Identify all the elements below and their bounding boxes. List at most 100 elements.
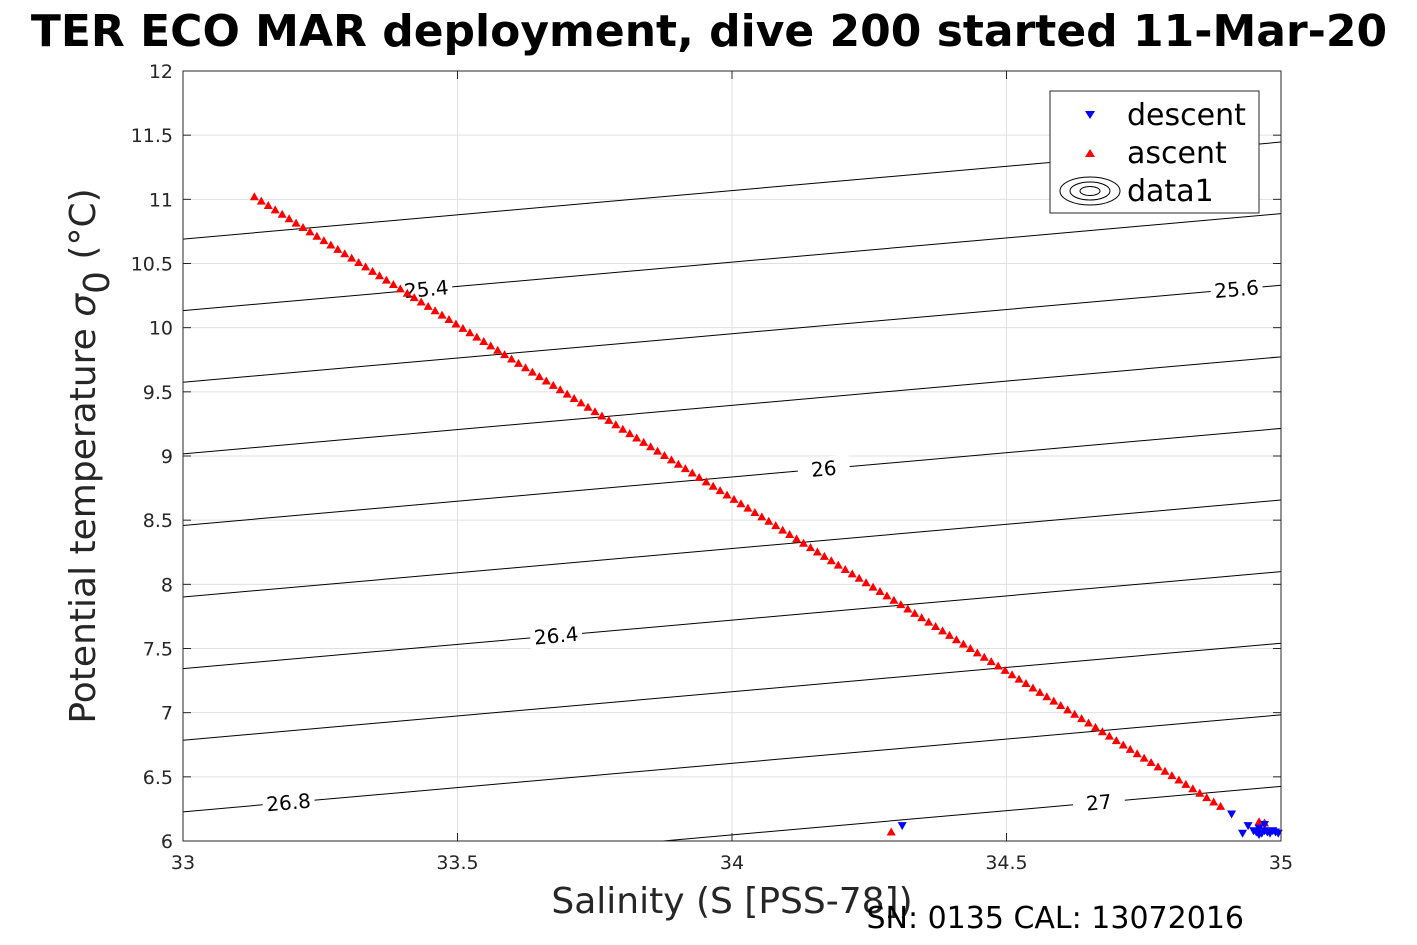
ascent-point (472, 332, 482, 341)
y-axis-label-subscript: 0 (77, 271, 118, 294)
contour-line (183, 427, 1281, 526)
ascent-point (249, 192, 259, 201)
ascent-point (778, 525, 788, 534)
ascent-point (263, 201, 273, 210)
ascent-point (465, 328, 475, 337)
ascent-point (1077, 714, 1087, 723)
ascent-point (812, 547, 822, 556)
ascent-point (625, 429, 635, 438)
ascent-point (1090, 722, 1100, 731)
y-tick-label: 9.5 (143, 382, 173, 404)
ascent-point (479, 336, 489, 345)
chart-title: TER ECO MAR deployment, dive 200 started… (31, 6, 1387, 57)
ascent-point (958, 639, 968, 648)
y-tick-label: 7.5 (143, 639, 173, 661)
ascent-point (826, 556, 836, 565)
ascent-point (305, 227, 315, 236)
ascent-point (1056, 700, 1066, 709)
ascent-point (805, 543, 815, 552)
contour-label-bg (796, 454, 851, 484)
x-axis-ticks: 33 33.5 34 34.5 35 (171, 71, 1293, 874)
ascent-point (951, 635, 961, 644)
ascent-point (1042, 692, 1052, 701)
y-tick-label: 10 (149, 318, 173, 340)
ascent-point (444, 315, 454, 324)
ascent-point (1167, 771, 1177, 780)
ascent-point (646, 442, 656, 451)
ascent-point (639, 437, 649, 446)
ascent-point (986, 657, 996, 666)
ascent-point (541, 376, 551, 385)
ascent-point (694, 472, 704, 481)
ascent-point (597, 411, 607, 420)
ascent-point (1111, 736, 1121, 745)
ascent-point (451, 319, 461, 328)
descent-point (1254, 824, 1264, 833)
ascent-point (507, 354, 517, 363)
y-tick-label: 9 (161, 446, 173, 468)
y-axis-ticks: 6 6.5 7 7.5 8 8.5 9 9.5 10 10.5 11 11.5 12 (131, 61, 1281, 853)
descent-point (1260, 820, 1270, 829)
y-axis-label-main: Potential temperature (63, 317, 104, 724)
ascent-point (284, 214, 294, 223)
legend: descent ascent data1 (1049, 90, 1260, 214)
ascent-point (785, 529, 795, 538)
ascent-point (1104, 731, 1114, 740)
ascent-point (666, 455, 676, 464)
ascent-point (701, 477, 711, 486)
ascent-point (965, 643, 975, 652)
legend-descent-label: descent (1127, 98, 1246, 133)
y-axis-label-sigma: σ (63, 293, 104, 317)
ascent-point (1202, 793, 1212, 802)
ascent-point (882, 591, 892, 600)
ascent-point (395, 284, 405, 293)
ascent-point (743, 503, 753, 512)
contour-label-bg (529, 621, 584, 650)
ascent-point (736, 499, 746, 508)
x-tick-label: 34 (720, 852, 744, 874)
ascent-point (291, 218, 301, 227)
ascent-point (673, 459, 683, 468)
ascent-point (1070, 709, 1080, 718)
descent-point (1254, 831, 1264, 840)
y-tick-label: 7 (161, 703, 173, 725)
ascent-point (1181, 779, 1191, 788)
legend-descent-marker (1085, 111, 1095, 119)
ascent-point (1084, 718, 1094, 727)
ascent-point (1132, 749, 1142, 758)
ascent-point (527, 367, 537, 376)
y-tick-label: 11 (149, 189, 173, 211)
ascent-point (374, 271, 384, 280)
ascent-point (938, 626, 948, 635)
ascent-point (1153, 762, 1163, 771)
serial-calibration-note: SN: 0135 CAL: 13072016 (866, 901, 1244, 936)
y-axis-label-units: (°C) (63, 188, 104, 271)
ascent-point (757, 512, 767, 521)
x-tick-label: 34.5 (985, 852, 1027, 874)
ascent-point (437, 310, 447, 319)
ascent-point (298, 222, 308, 231)
ascent-point (896, 600, 906, 609)
ascent-point (618, 424, 628, 433)
ascent-point (347, 253, 357, 262)
ascent-point (256, 196, 266, 205)
ascent-point (569, 393, 579, 402)
ascent-point (458, 323, 468, 332)
ascent-point (361, 262, 371, 271)
ascent-point (764, 516, 774, 525)
ascent-point (861, 578, 871, 587)
ascent-point (1028, 683, 1038, 692)
ascent-point (715, 486, 725, 495)
x-tick-label: 33.5 (436, 852, 478, 874)
ascent-point (1035, 687, 1045, 696)
ascent-series (249, 192, 1270, 836)
ascent-point (771, 521, 781, 530)
y-tick-label: 10.5 (131, 254, 173, 276)
ascent-point (381, 275, 391, 284)
ascent-point (520, 363, 530, 372)
contour-label: 25.6 (1213, 275, 1259, 303)
contour-label: 26 (810, 456, 837, 482)
ascent-point (1216, 801, 1226, 810)
contour-label-bg (1209, 274, 1264, 304)
